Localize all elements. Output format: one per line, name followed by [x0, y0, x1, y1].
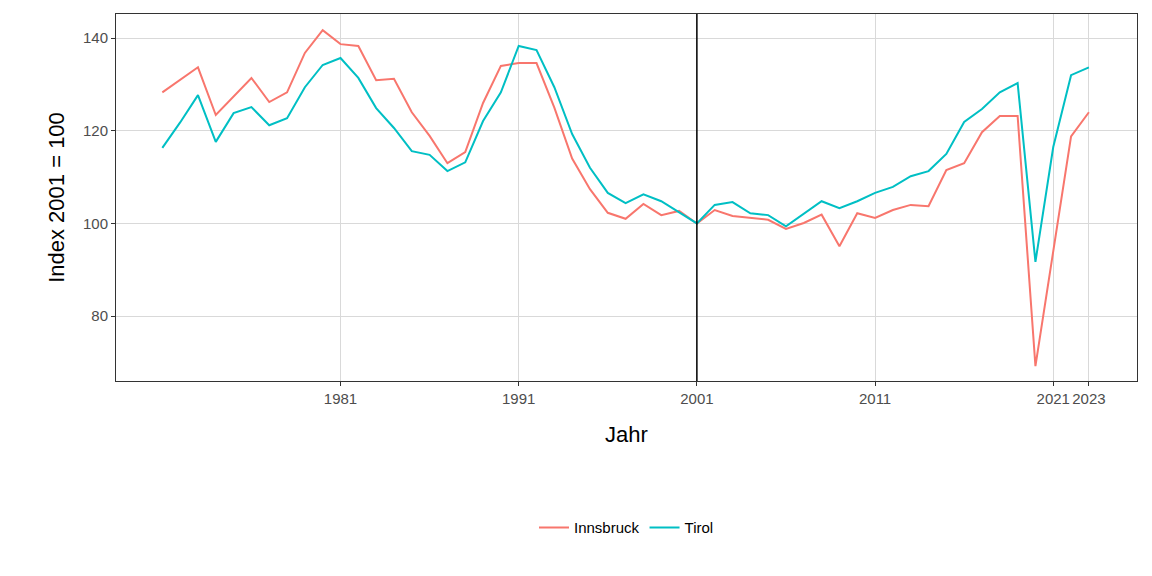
- svg-text:100: 100: [83, 215, 108, 232]
- svg-text:2023: 2023: [1072, 390, 1105, 407]
- svg-text:Index 2001 = 100: Index 2001 = 100: [44, 112, 69, 283]
- svg-text:Tirol: Tirol: [685, 519, 714, 536]
- svg-text:1991: 1991: [502, 390, 535, 407]
- svg-text:80: 80: [91, 307, 108, 324]
- svg-text:Jahr: Jahr: [605, 422, 648, 447]
- svg-text:2021: 2021: [1037, 390, 1070, 407]
- svg-text:1981: 1981: [324, 390, 357, 407]
- svg-text:120: 120: [83, 122, 108, 139]
- svg-text:2001: 2001: [680, 390, 713, 407]
- svg-text:2011: 2011: [859, 390, 891, 407]
- svg-text:140: 140: [83, 29, 108, 46]
- svg-text:Innsbruck: Innsbruck: [574, 519, 640, 536]
